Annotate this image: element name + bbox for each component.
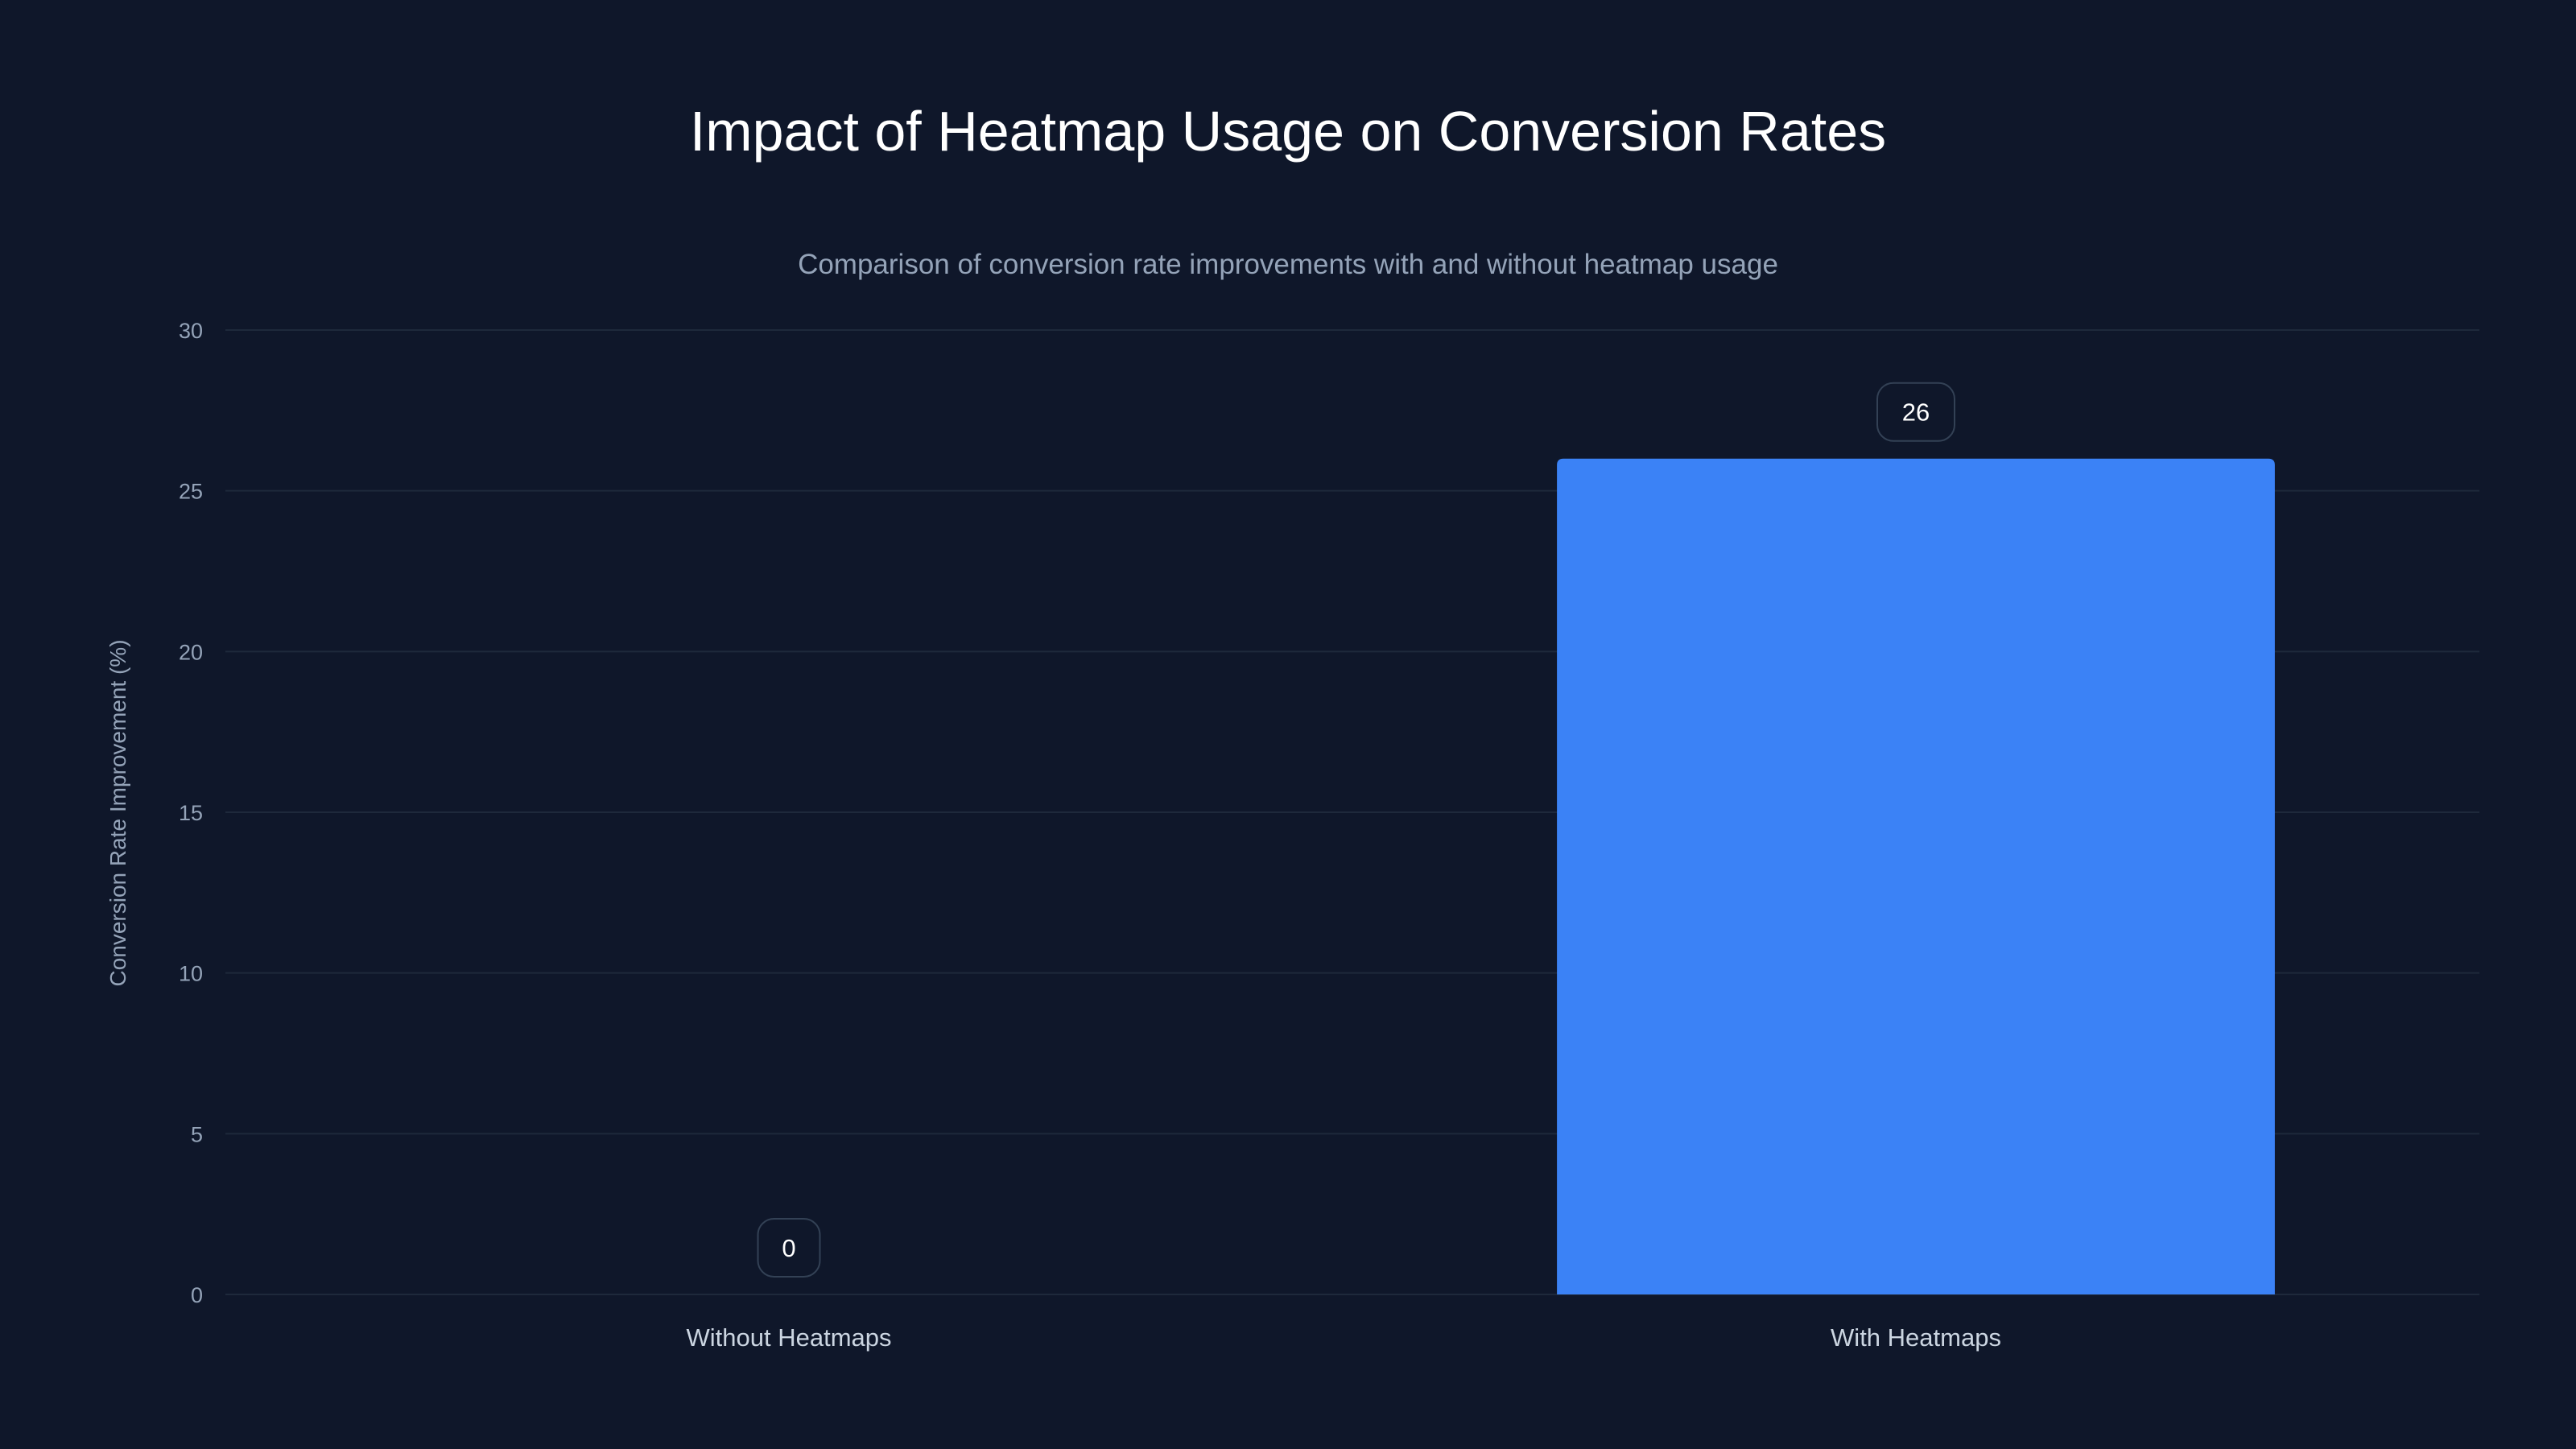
x-tick-label: With Heatmaps [1831,1323,2001,1352]
y-tick-label: 25 [179,480,203,504]
y-tick-label: 0 [191,1283,203,1307]
chart-subtitle: Comparison of conversion rate improvemen… [798,249,1778,280]
y-tick-label: 30 [179,319,203,343]
bar [1557,458,2275,1294]
data-label: 0 [782,1234,795,1262]
y-tick-label: 10 [179,962,203,986]
y-axis-label: Conversion Rate Improvement (%) [105,639,130,986]
data-label-box [1876,382,1955,442]
y-tick-label: 15 [179,801,203,825]
chart-title: Impact of Heatmap Usage on Conversion Ra… [690,100,1886,163]
y-tick-label: 20 [179,640,203,664]
data-label: 26 [1902,398,1930,427]
x-tick-label: Without Heatmaps [687,1323,892,1352]
data-label-box [757,1218,821,1278]
y-tick-label: 5 [191,1122,203,1146]
